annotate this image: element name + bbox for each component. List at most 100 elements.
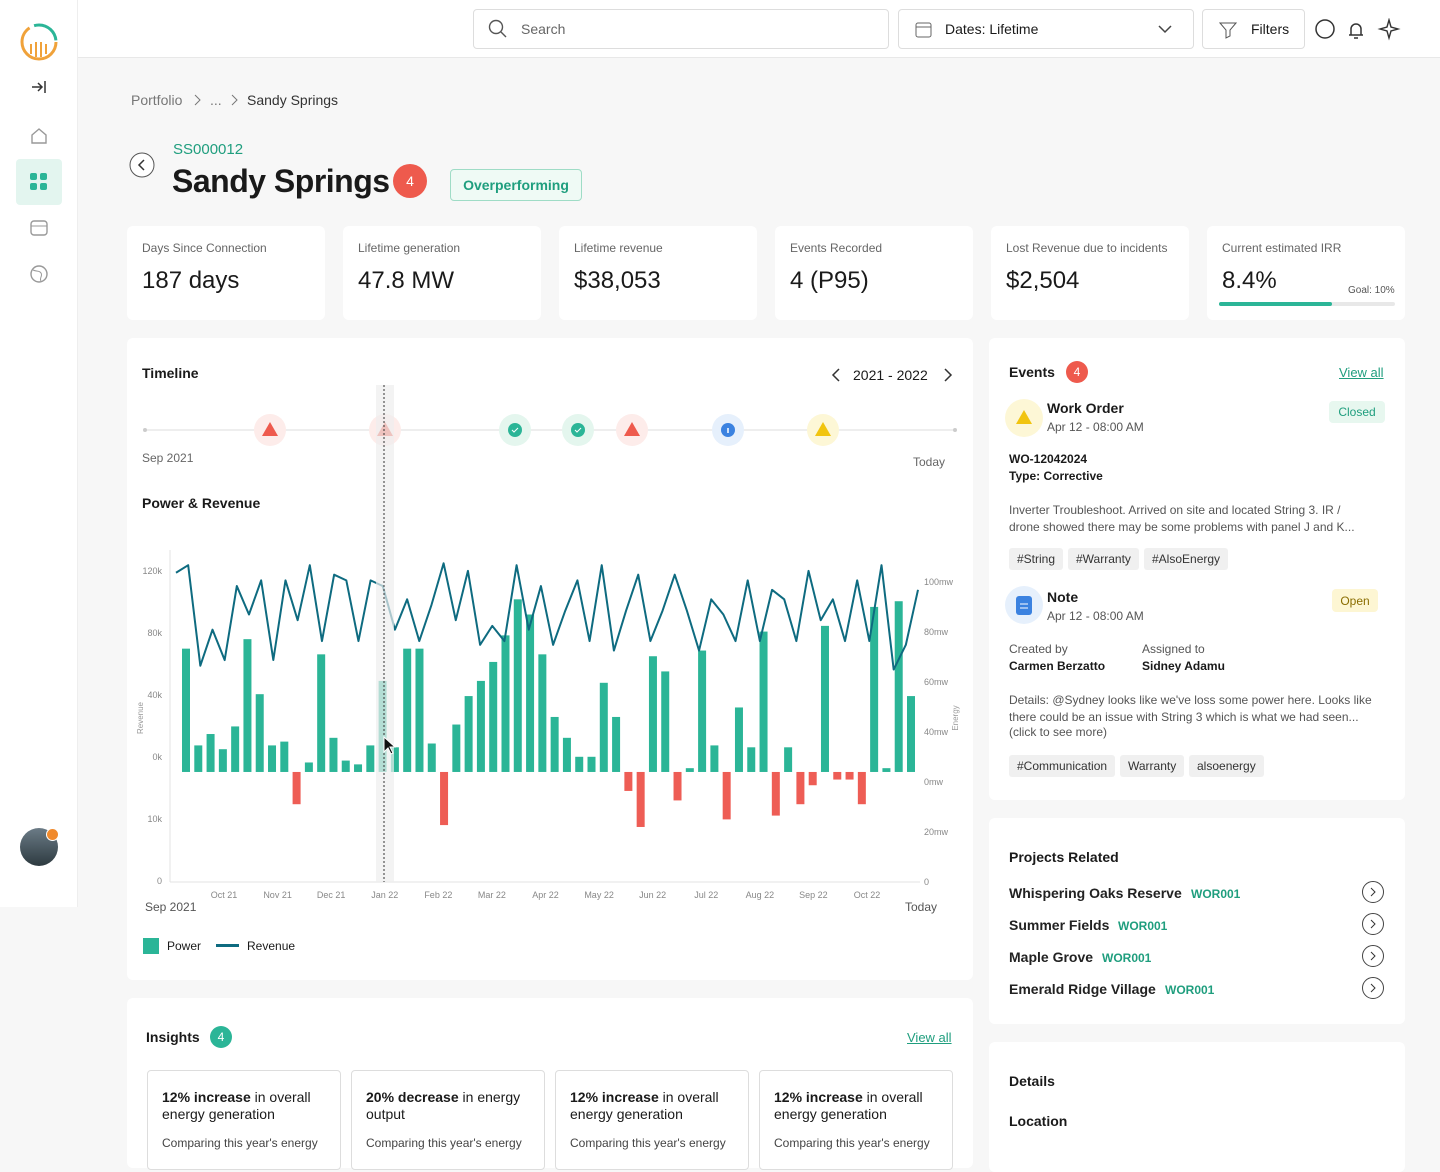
project-code: WOR001	[1165, 983, 1215, 997]
timeline-track	[143, 414, 957, 446]
project-name[interactable]: Whispering Oaks Reserve	[1009, 885, 1182, 901]
legend-label: Revenue	[247, 939, 296, 953]
sidebar	[0, 0, 78, 907]
project-open[interactable]	[1362, 945, 1384, 967]
insight-detail: Comparing this year's energy	[366, 1136, 522, 1150]
event-title: Work Order	[1047, 400, 1124, 416]
timeline-title: Timeline	[142, 365, 199, 381]
assigned-to: Sidney Adamu	[1142, 659, 1225, 673]
events-count: 4	[1066, 361, 1088, 383]
timeline-event[interactable]	[807, 414, 839, 446]
kpi-card	[343, 226, 541, 320]
timeline-event[interactable]	[712, 414, 744, 446]
insight-headline: 12% increase in overall energy generatio…	[162, 1089, 327, 1122]
location-title: Location	[1009, 1113, 1068, 1129]
globe-icon[interactable]	[29, 264, 49, 284]
tag[interactable]: #AlsoEnergy	[1144, 548, 1229, 570]
kpi-label: Events Recorded	[790, 241, 883, 255]
topbar-icons[interactable]	[1314, 18, 1404, 42]
chevron-down	[1158, 25, 1172, 34]
kpi-label: Current estimated IRR	[1222, 241, 1342, 255]
collapse-icon[interactable]	[29, 77, 49, 97]
timeline-start: Sep 2021	[142, 451, 194, 465]
irr-progress-track	[1219, 302, 1395, 306]
chart-x-end: Today	[905, 900, 938, 914]
tag[interactable]: #Communication	[1009, 755, 1116, 777]
avatar-status	[46, 828, 59, 841]
active-nav[interactable]	[16, 159, 62, 205]
projects-title: Projects Related	[1009, 849, 1119, 865]
note-more[interactable]: (click to see more)	[1009, 725, 1108, 739]
kpi-card	[775, 226, 973, 320]
insights-title: Insights	[146, 1029, 200, 1045]
next-range[interactable]	[942, 367, 954, 383]
calendar-icon[interactable]	[29, 218, 49, 238]
note-details: Details: @Sydney looks like we've loss s…	[1009, 693, 1372, 724]
filters-button[interactable]: Filters	[1202, 9, 1305, 49]
event-id: WO-12042024	[1009, 452, 1088, 466]
timeline-event[interactable]	[562, 414, 594, 446]
insight-headline: 20% decrease in energy output	[366, 1089, 531, 1122]
legend-swatch	[143, 938, 159, 954]
event-title: Note	[1047, 589, 1079, 605]
back-button[interactable]	[129, 152, 155, 178]
date-select[interactable]: Dates: Lifetime	[898, 9, 1194, 49]
logo[interactable]	[19, 22, 59, 62]
project-open[interactable]	[1362, 881, 1384, 903]
tag[interactable]: #String	[1009, 548, 1064, 570]
chevron-right	[1370, 919, 1376, 929]
date-label: Dates: Lifetime	[945, 21, 1039, 37]
events-view-all[interactable]: View all	[1339, 365, 1384, 380]
kpi-label: Lifetime generation	[358, 241, 461, 255]
timeline-end: Today	[913, 455, 946, 469]
project-code: WOR001	[1191, 887, 1241, 901]
insight-detail: Comparing this year's energy	[570, 1136, 726, 1150]
timeline-event[interactable]	[616, 414, 648, 446]
note-icon	[1005, 586, 1043, 624]
event-time: Apr 12 - 08:00 AM	[1047, 420, 1144, 434]
event-description: Inverter Troubleshoot. Arrived on site a…	[1009, 503, 1355, 534]
breadcrumb-item[interactable]: ...	[210, 92, 222, 108]
site-name: Sandy Springs	[172, 163, 390, 199]
breadcrumb-current: Sandy Springs	[247, 92, 339, 108]
filters-label: Filters	[1251, 21, 1290, 37]
work-order-icon	[1005, 399, 1043, 437]
project-open[interactable]	[1362, 913, 1384, 935]
insights-view-all[interactable]: View all	[907, 1030, 952, 1045]
kpi-label: Lost Revenue due to incidents	[1006, 241, 1168, 255]
prev-range[interactable]	[830, 367, 842, 383]
created-label: Created by	[1009, 642, 1068, 656]
kpi-value: $2,504	[1006, 267, 1080, 294]
tag[interactable]: #Warranty	[1068, 548, 1139, 570]
timeline-event[interactable]	[254, 414, 286, 446]
search-box[interactable]: Search	[473, 9, 889, 49]
project-name[interactable]: Maple Grove	[1009, 949, 1094, 965]
insight-text: in overall energy generation	[162, 1089, 311, 1122]
project-name[interactable]: Emerald Ridge Village	[1009, 981, 1156, 997]
home-icon[interactable]	[29, 126, 49, 146]
tag[interactable]: Warranty	[1120, 755, 1185, 777]
timeline-event[interactable]	[499, 414, 531, 446]
project-name[interactable]: Summer Fields	[1009, 917, 1110, 933]
tag[interactable]: alsoenergy	[1189, 755, 1264, 777]
insight-highlight: 12% increase	[570, 1089, 659, 1105]
insight-detail: Comparing this year's energy	[162, 1136, 318, 1150]
dashboard-icon[interactable]	[29, 172, 49, 192]
breadcrumb-item[interactable]: Portfolio	[131, 92, 183, 108]
insight-detail: Comparing this year's energy	[774, 1136, 930, 1150]
insight-text: in overall energy generation	[570, 1089, 719, 1122]
insight-text: in energy output	[366, 1089, 521, 1122]
calendar-small-icon	[915, 22, 932, 38]
created-by: Carmen Berzatto	[1009, 659, 1106, 673]
chevron-right	[1370, 983, 1376, 993]
project-code: WOR001	[1118, 919, 1168, 933]
site-code: SS000012	[173, 141, 244, 158]
kpi-value: $38,053	[574, 267, 661, 294]
chart-x-start: Sep 2021	[145, 900, 197, 914]
timeline-event[interactable]	[369, 414, 401, 446]
project-open[interactable]	[1362, 977, 1384, 999]
search-icon	[488, 19, 507, 38]
insight-highlight: 12% increase	[774, 1089, 863, 1105]
